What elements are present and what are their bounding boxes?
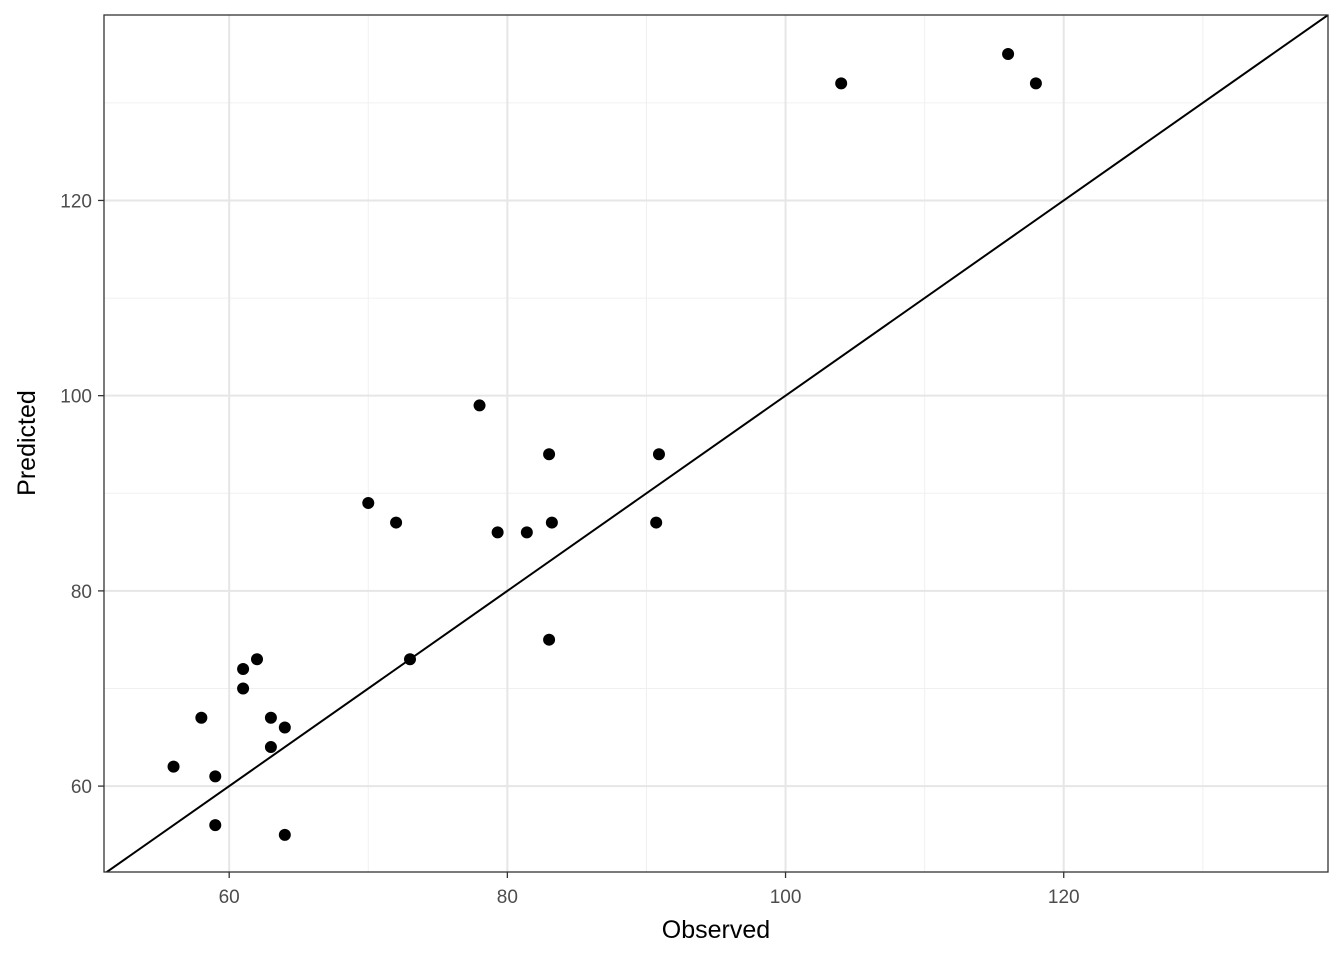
y-axis-title: Predicted (13, 390, 41, 496)
point (237, 662, 250, 675)
point (209, 770, 222, 783)
point (473, 399, 486, 412)
point (543, 633, 556, 646)
grid (104, 15, 1328, 872)
point (264, 741, 277, 754)
x-tick-label: 100 (770, 887, 802, 908)
point (362, 497, 375, 510)
point (1002, 48, 1015, 61)
axis-labels: 60 80 100 120 60 80 100 120 (60, 191, 1079, 908)
point (404, 653, 416, 666)
point (278, 721, 291, 734)
point (1029, 77, 1042, 90)
plot-area (105, 15, 1328, 872)
y-tick-label: 100 (60, 387, 92, 408)
point (520, 526, 533, 539)
point (251, 653, 263, 666)
point (237, 682, 250, 695)
x-axis-title: Observed (662, 916, 770, 944)
y-tick-label: 60 (71, 777, 92, 798)
x-tick-label: 60 (219, 887, 240, 908)
point (650, 516, 663, 529)
point (167, 760, 180, 773)
point (835, 77, 848, 90)
x-tick-label: 80 (497, 887, 518, 908)
point (264, 711, 277, 724)
point (491, 526, 504, 539)
point (209, 819, 222, 832)
y-tick-label: 80 (71, 582, 92, 603)
point (278, 828, 291, 841)
point (195, 711, 208, 724)
y-tick-label: 120 (60, 191, 92, 212)
x-tick-label: 120 (1048, 887, 1080, 908)
point (545, 516, 558, 529)
panel-border (103, 14, 1329, 873)
point (543, 448, 556, 461)
reference-line (105, 15, 1328, 872)
point (652, 448, 665, 461)
point (390, 516, 403, 529)
